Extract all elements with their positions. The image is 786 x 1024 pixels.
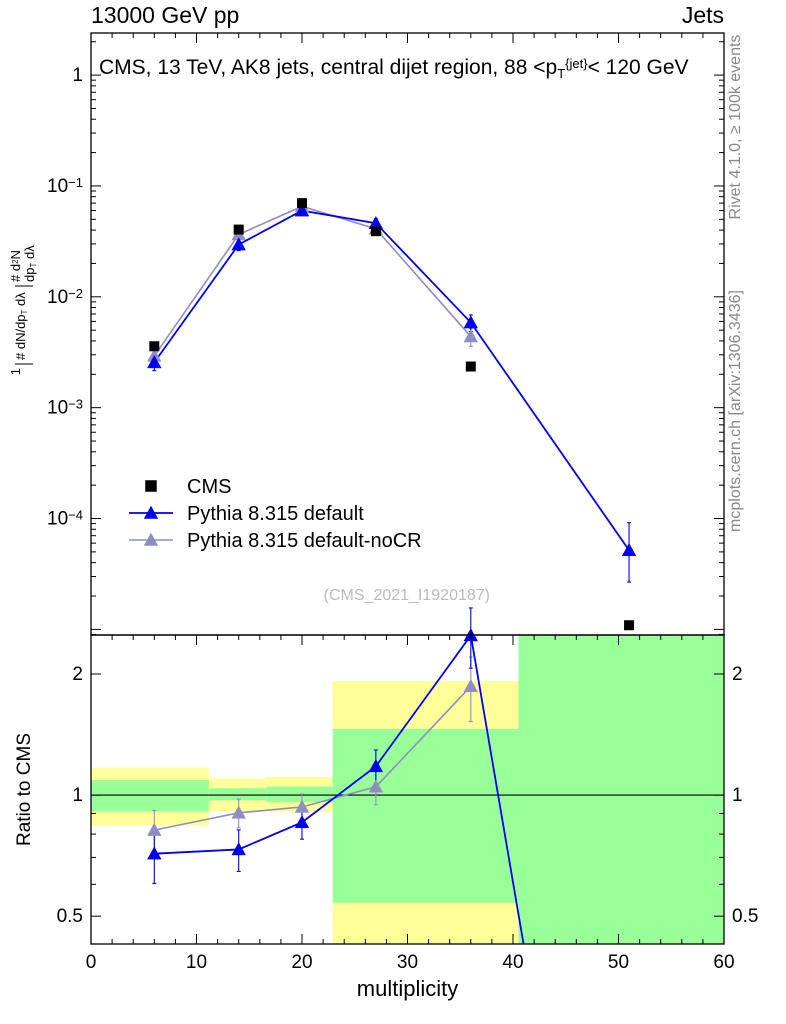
svg-text:20: 20 [291, 952, 312, 973]
svg-text:2: 2 [732, 664, 743, 685]
svg-text:1: 1 [732, 785, 743, 806]
svg-text:0: 0 [86, 952, 97, 973]
svg-text:Ratio to CMS: Ratio to CMS [14, 733, 35, 846]
svg-text:CMS: CMS [187, 476, 231, 498]
svg-text:2: 2 [72, 664, 83, 685]
svg-text:1: 1 [72, 65, 83, 86]
svg-text:30: 30 [397, 952, 418, 973]
svg-text:1: 1 [72, 785, 83, 806]
svg-text:50: 50 [608, 952, 629, 973]
svg-text:(CMS_2021_I1920187): (CMS_2021_I1920187) [324, 587, 490, 604]
svg-text:# d2N: # d2N [8, 250, 23, 282]
svg-text:10: 10 [186, 952, 207, 973]
svg-text:Rivet 4.1.0, ≥ 100k events: Rivet 4.1.0, ≥ 100k events [727, 35, 744, 220]
svg-text:40: 40 [502, 952, 523, 973]
svg-text:dpT dλ: dpT dλ [22, 245, 38, 282]
svg-text:60: 60 [713, 952, 734, 973]
svg-text:0.5: 0.5 [732, 906, 758, 927]
svg-text:1: 1 [8, 368, 23, 375]
svg-text:CMS, 13 TeV, AK8 jets, central: CMS, 13 TeV, AK8 jets, central dijet reg… [99, 56, 689, 81]
svg-text:0.5: 0.5 [57, 906, 83, 927]
svg-text:Jets: Jets [682, 2, 724, 28]
svg-text:Pythia 8.315 default: Pythia 8.315 default [187, 503, 364, 525]
svg-text:Pythia 8.315 default-noCR: Pythia 8.315 default-noCR [187, 530, 422, 552]
svg-text:mcplots.cern.ch [arXiv:1306.34: mcplots.cern.ch [arXiv:1306.3436] [727, 290, 744, 532]
svg-text:# dN/dpT dλ: # dN/dpT dλ [13, 292, 29, 360]
svg-text:13000 GeV pp: 13000 GeV pp [91, 2, 239, 28]
svg-text:multiplicity: multiplicity [357, 976, 458, 1001]
